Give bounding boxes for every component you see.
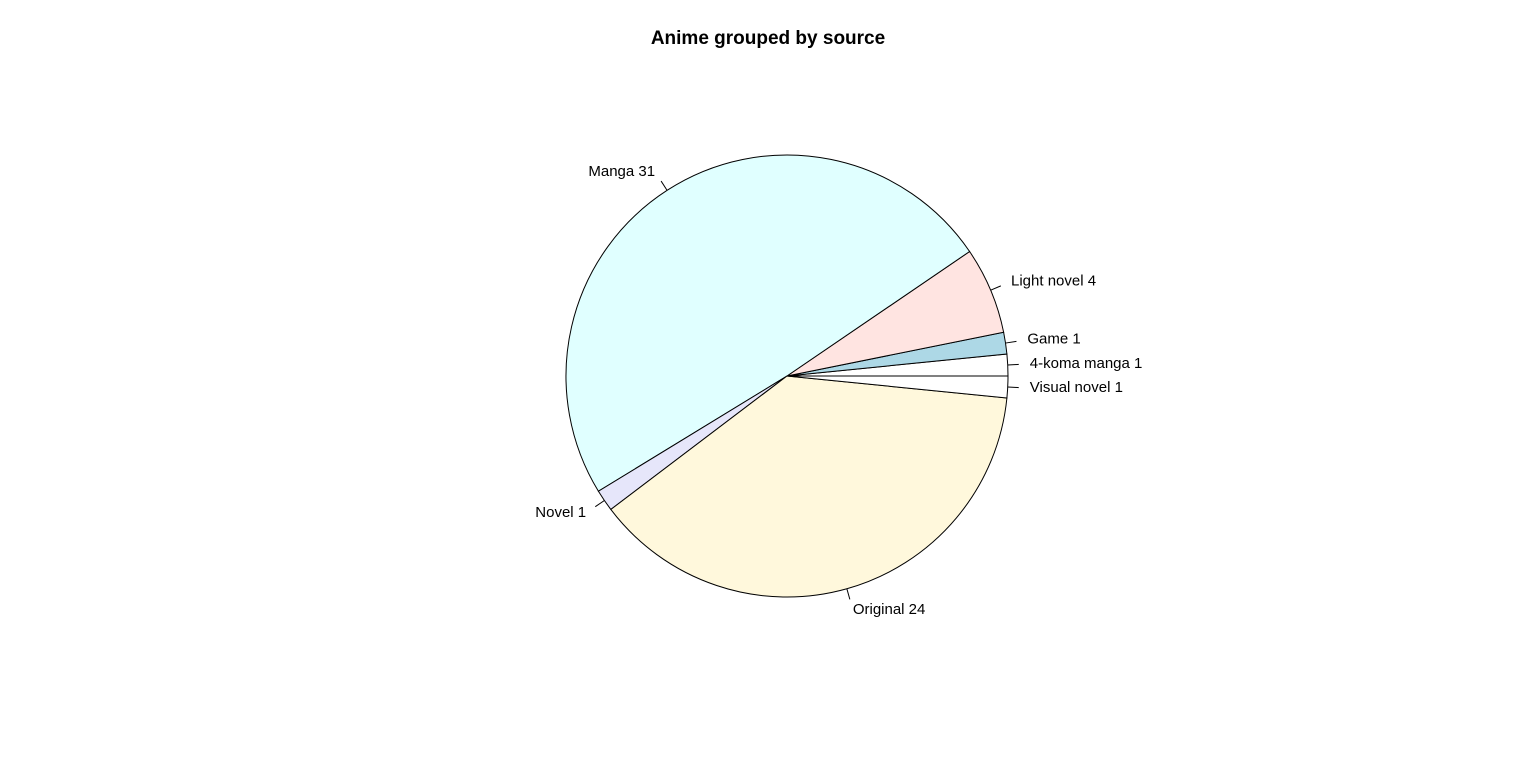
pie-slice-visual-novel-1: [786, 375, 1009, 399]
chart-title: Anime grouped by source: [650, 28, 886, 49]
pie-label-original-24: Original 24: [853, 601, 926, 618]
pie-tick-light-novel-4: [990, 285, 1002, 291]
pie-tick-4-koma-manga-1: [1007, 363, 1019, 366]
pie-label-game-1: Game 1: [1027, 331, 1080, 348]
pie-label-visual-novel-1: Visual novel 1: [1030, 379, 1123, 396]
pie-tick-novel-1: [594, 500, 605, 508]
pie-tick-manga-31: [660, 180, 668, 191]
pie-label-manga-31: Manga 31: [588, 163, 655, 180]
pie-tick-original-24: [846, 588, 851, 600]
pie-label-light-novel-4: Light novel 4: [1011, 273, 1096, 290]
pie-slice-original-24: [610, 375, 1008, 598]
pie-tick-visual-novel-1: [1007, 386, 1019, 389]
pie-label-4-koma-manga-1: 4-koma manga 1: [1030, 355, 1143, 372]
pie-tick-game-1: [1005, 340, 1017, 344]
pie-label-novel-1: Novel 1: [535, 504, 586, 521]
